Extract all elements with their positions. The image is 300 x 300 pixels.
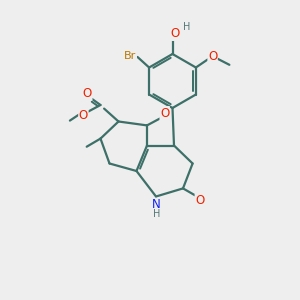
Text: O: O [79, 109, 88, 122]
Text: H: H [183, 22, 190, 32]
Text: O: O [83, 87, 92, 100]
Text: O: O [160, 106, 169, 120]
Text: O: O [208, 50, 217, 63]
Text: O: O [170, 27, 179, 40]
Text: O: O [195, 194, 204, 207]
Text: Br: Br [124, 51, 136, 61]
Text: N: N [152, 198, 161, 212]
Text: H: H [153, 209, 160, 219]
